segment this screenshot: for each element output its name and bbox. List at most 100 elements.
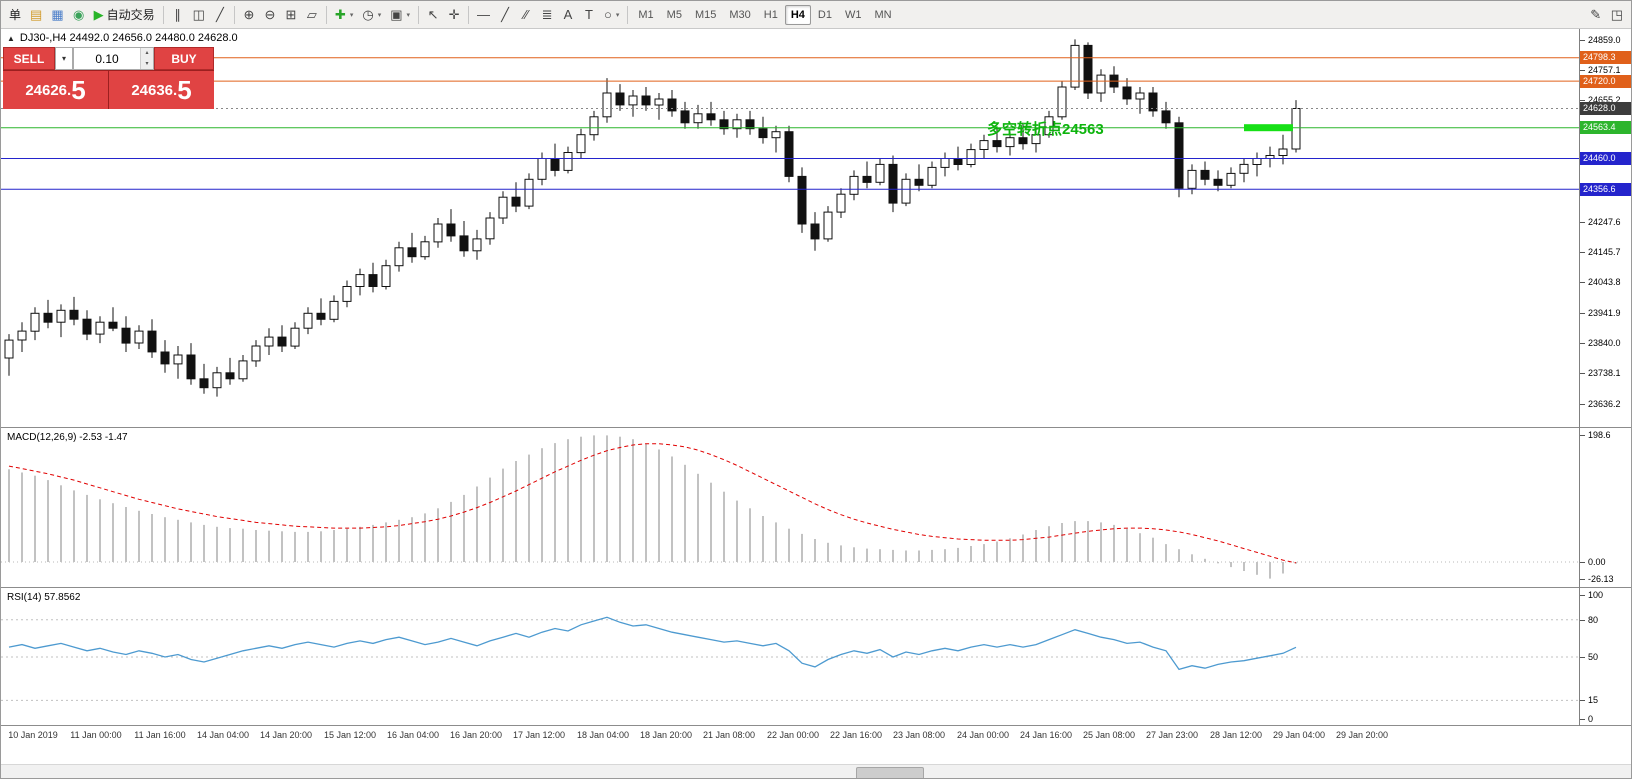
volume-down-button[interactable]: ▾ bbox=[141, 58, 153, 69]
panel-divider[interactable] bbox=[1, 427, 1631, 428]
rsi-scale[interactable]: 100 80 50 15 0 bbox=[1580, 589, 1631, 725]
chart-shift-button[interactable]: ◳ bbox=[1607, 4, 1627, 26]
templates-button[interactable]: ▣ ▾ bbox=[386, 4, 414, 26]
symbol-ohlc-label: DJ30-,H4 24492.0 24656.0 24480.0 24628.0 bbox=[19, 32, 238, 44]
sell-price[interactable]: 24626. 5 bbox=[3, 71, 108, 109]
text-label-button[interactable]: T bbox=[579, 4, 599, 26]
buy-button[interactable]: BUY bbox=[154, 47, 214, 70]
templates-icon: ▣ bbox=[390, 7, 403, 22]
macd-tick-label: -26.13 bbox=[1588, 573, 1614, 584]
timeframe-d1-button[interactable]: D1 bbox=[812, 5, 838, 25]
price-level-badge[interactable]: 24356.6 bbox=[1580, 182, 1631, 196]
edit-chart-button[interactable]: ✎ bbox=[1586, 4, 1606, 26]
timeframe-h4-button[interactable]: H4 bbox=[784, 4, 811, 25]
price-level-badge[interactable]: 24720.0 bbox=[1580, 74, 1631, 88]
time-axis-label: 24 Jan 16:00 bbox=[1019, 730, 1073, 740]
text-button[interactable]: A bbox=[558, 4, 578, 26]
fibonacci-button[interactable]: ≣ bbox=[537, 4, 557, 26]
timeframe-mn-button[interactable]: MN bbox=[868, 5, 897, 25]
macd-histogram bbox=[8, 435, 1297, 579]
macd-chart-canvas[interactable] bbox=[1, 429, 1579, 587]
time-axis-label: 18 Jan 04:00 bbox=[576, 730, 630, 740]
buy-price[interactable]: 24636. 5 bbox=[109, 71, 214, 109]
order-type-dropdown[interactable]: ▾ bbox=[55, 47, 73, 70]
macd-tick-label: 0.00 bbox=[1588, 557, 1606, 567]
level-lines[interactable] bbox=[1, 57, 1579, 190]
toolbar-separator bbox=[233, 5, 235, 24]
auto-trading-button-label: 自动交易 bbox=[106, 8, 155, 22]
price-tick-label: 24757.1 bbox=[1588, 65, 1621, 76]
periods-icon: ◷ bbox=[362, 7, 374, 22]
price-scale[interactable]: 24859.024757.124655.224553.324451.424349… bbox=[1580, 29, 1631, 427]
time-axis-label: 24 Jan 00:00 bbox=[956, 730, 1010, 740]
bar-chart-button[interactable]: ∥ bbox=[168, 4, 188, 26]
time-axis-label: 16 Jan 04:00 bbox=[386, 730, 440, 740]
chevron-down-icon: ▾ bbox=[61, 54, 66, 63]
market-watch-button[interactable]: ▦ bbox=[47, 4, 67, 26]
time-axis-label: 22 Jan 16:00 bbox=[829, 730, 883, 740]
time-axis-label: 11 Jan 16:00 bbox=[134, 730, 186, 740]
price-tick-label: 24859.0 bbox=[1588, 34, 1621, 45]
zoom-in-button[interactable]: ⊕ bbox=[239, 4, 259, 26]
macd-label: MACD(12,26,9) -2.53 -1.47 bbox=[7, 432, 128, 443]
timeframe-h1-button[interactable]: H1 bbox=[758, 5, 784, 25]
macd-scale[interactable]: 198.6 0.00 -26.13 bbox=[1580, 429, 1631, 587]
toolbar: 单 ▤ ▦ ◉ ▶ 自动交易 ∥ ◫ ╱ ⊕ ⊖ ⊞ ▱ ✚ ▾ ◷ ▾ ▣ ▾ ↖ ✛ — ╱ ∕∕ ≣ A T ○ ▾ M1 M5 M15… bbox=[1, 1, 1631, 29]
rsi-chart-canvas[interactable] bbox=[1, 589, 1579, 725]
horizontal-line-button[interactable]: — bbox=[473, 4, 494, 26]
timeframe-w1-button[interactable]: W1 bbox=[839, 5, 868, 25]
cascade-windows-button[interactable]: ▱ bbox=[302, 4, 322, 26]
price-level-badge[interactable]: 24798.3 bbox=[1580, 51, 1631, 65]
timeframe-m15-button[interactable]: M15 bbox=[689, 5, 722, 25]
time-axis-label: 11 Jan 00:00 bbox=[70, 730, 122, 740]
rsi-tick-mark bbox=[1580, 719, 1585, 720]
tile-windows-button[interactable]: ⊞ bbox=[281, 4, 301, 26]
price-tick-label: 24247.6 bbox=[1588, 216, 1621, 227]
volume-input[interactable] bbox=[74, 48, 140, 69]
shapes-button[interactable]: ○ ▾ bbox=[600, 4, 623, 26]
chevron-down-icon: ▾ bbox=[377, 11, 382, 19]
line-chart-button[interactable]: ╱ bbox=[210, 4, 230, 26]
time-axis-label: 17 Jan 12:00 bbox=[512, 730, 566, 740]
sell-price-pips: 5 bbox=[71, 75, 86, 105]
panel-divider[interactable] bbox=[1, 587, 1631, 588]
new-order-button[interactable]: 单 bbox=[5, 4, 25, 26]
price-tick-label: 23738.1 bbox=[1588, 368, 1621, 379]
trendline-button[interactable]: ╱ bbox=[495, 4, 515, 26]
sell-button[interactable]: SELL bbox=[3, 47, 55, 70]
channel-button[interactable]: ∕∕ bbox=[516, 4, 536, 26]
price-chart-canvas[interactable] bbox=[1, 29, 1579, 427]
shapes-icon: ○ bbox=[604, 7, 612, 22]
charts-window-button[interactable]: ▤ bbox=[26, 4, 46, 26]
navigator-button[interactable]: ◉ bbox=[69, 4, 89, 26]
collapse-trade-panel-arrow[interactable]: ▲ bbox=[7, 34, 15, 43]
auto-trading-button[interactable]: ▶ 自动交易 bbox=[90, 4, 159, 26]
price-level-badge[interactable]: 24460.0 bbox=[1580, 151, 1631, 165]
time-axis-label: 15 Jan 12:00 bbox=[323, 730, 377, 740]
price-tick-label: 23636.2 bbox=[1588, 398, 1621, 409]
chart-shift-icon: ◳ bbox=[1610, 7, 1623, 22]
new-order-button-label: 单 bbox=[9, 8, 22, 22]
candlestick-chart-button[interactable]: ◫ bbox=[189, 4, 209, 26]
horizontal-scrollbar[interactable] bbox=[1, 764, 1631, 778]
periods-button[interactable]: ◷ ▾ bbox=[358, 4, 385, 26]
cascade-windows-icon: ▱ bbox=[306, 7, 317, 22]
chevron-down-icon: ▾ bbox=[349, 11, 354, 19]
price-tick-mark bbox=[1580, 312, 1585, 314]
price-level-badge[interactable]: 24563.4 bbox=[1580, 121, 1631, 135]
scrollbar-thumb[interactable] bbox=[856, 767, 924, 778]
price-level-badge[interactable]: 24628.0 bbox=[1580, 101, 1631, 115]
timeframe-m5-button[interactable]: M5 bbox=[661, 5, 688, 25]
cursor-button[interactable]: ↖ bbox=[423, 4, 443, 26]
time-axis[interactable]: 10 Jan 2019 11 Jan 00:00 11 Jan 16:00 14 Ja… bbox=[1, 726, 1631, 764]
timeframe-m30-button[interactable]: M30 bbox=[723, 5, 756, 25]
indicators-button[interactable]: ✚ ▾ bbox=[331, 4, 357, 26]
volume-up-button[interactable]: ▴ bbox=[141, 48, 153, 59]
timeframe-m1-button[interactable]: M1 bbox=[632, 5, 659, 25]
time-axis-label: 28 Jan 12:00 bbox=[1209, 730, 1263, 740]
crosshair-button[interactable]: ✛ bbox=[444, 4, 464, 26]
zoom-in-icon: ⊕ bbox=[243, 7, 255, 22]
volume-field: ▴ ▾ bbox=[73, 47, 154, 70]
price-tick-mark bbox=[1580, 282, 1585, 284]
zoom-out-button[interactable]: ⊖ bbox=[260, 4, 280, 26]
